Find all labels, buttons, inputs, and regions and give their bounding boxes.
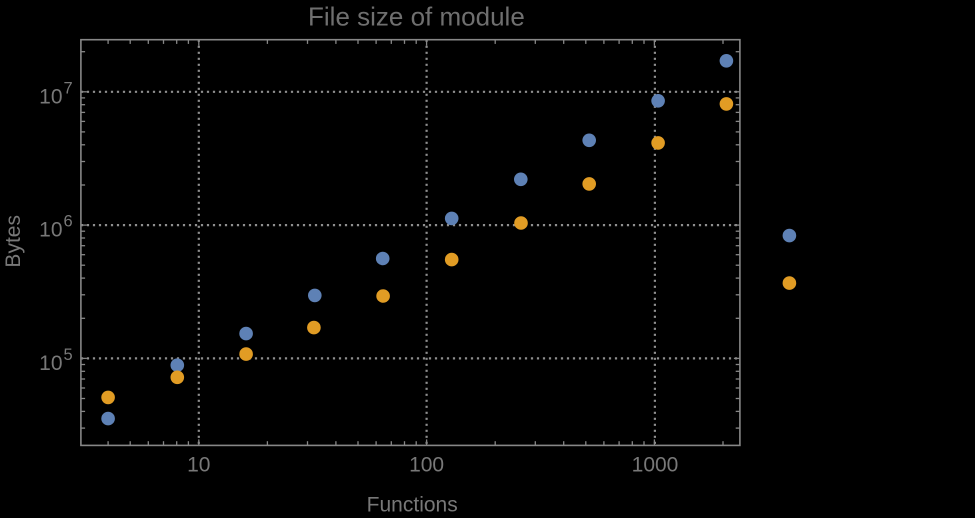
svg-text:10: 10 [39, 219, 62, 242]
svg-text:10: 10 [39, 85, 62, 108]
svg-text:1000: 1000 [632, 454, 679, 477]
svg-text:10: 10 [39, 352, 62, 375]
svg-text:File size of module: File size of module [308, 2, 525, 32]
svg-text:7: 7 [64, 79, 73, 97]
svg-text:100: 100 [409, 454, 444, 477]
svg-text:6: 6 [64, 213, 73, 231]
svg-text:Bytes: Bytes [2, 215, 25, 268]
svg-text:5: 5 [64, 346, 73, 364]
svg-text:Functions: Functions [367, 494, 458, 514]
svg-text:10: 10 [187, 454, 210, 477]
